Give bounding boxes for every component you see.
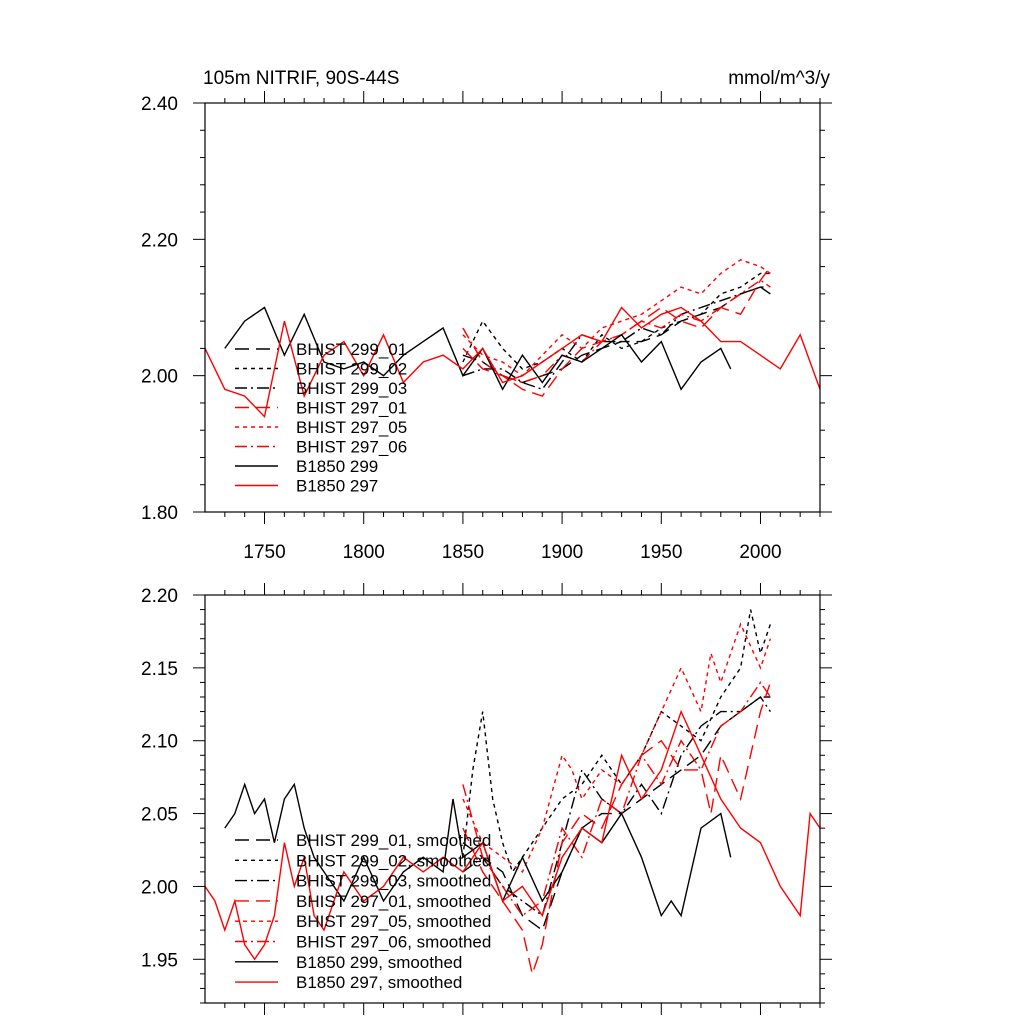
- x-tick-label: 1800: [343, 542, 385, 563]
- series-line-bottom-4: [462, 622, 772, 873]
- y-tick-label: 2.15: [141, 659, 178, 680]
- series-line-bottom-5: [462, 681, 771, 917]
- series-line-top-3: [462, 266, 771, 397]
- series-line-bottom-2: [462, 696, 771, 917]
- x-tick-label: 1900: [541, 542, 583, 563]
- y-tick-label: 2.00: [141, 877, 178, 898]
- legend-label: BHIST 299_03, smoothed: [296, 872, 491, 891]
- y-tick-label: 2.00: [141, 367, 178, 388]
- legend-label: BHIST 299_03: [296, 379, 407, 398]
- top-axes: 1750 1800 1850 1900 1950 2000 1.80 2.00 2.20 2.40: [141, 91, 832, 563]
- y-tick-label: 2.20: [141, 586, 178, 607]
- legend-label: BHIST 299_01: [296, 340, 407, 359]
- legend-label: BHIST 297_01: [296, 399, 407, 418]
- x-tick-label: 1850: [442, 542, 484, 563]
- series-line-top-7: [204, 306, 821, 419]
- legend-label: BHIST 299_02: [296, 360, 407, 379]
- top-panel: 105m NITRIF, 90S-44S mmol/m^3/y 1750 1800…: [141, 68, 832, 563]
- y-tick-label: 2.40: [141, 94, 178, 115]
- legend-label: B1850 299, smoothed: [296, 953, 462, 972]
- y-tick-label: 2.10: [141, 732, 178, 753]
- series-line-bottom-1: [462, 609, 772, 874]
- chart-title-right: mmol/m^3/y: [728, 68, 830, 89]
- y-tick-label: 1.80: [141, 503, 178, 524]
- x-tick-label: 2000: [739, 542, 781, 563]
- legend-label: BHIST 297_01, smoothed: [296, 892, 491, 911]
- x-tick-label: 1950: [640, 542, 682, 563]
- top-series-group: [204, 259, 821, 419]
- plot-frame: [204, 102, 821, 513]
- legend-label: BHIST 299_01, smoothed: [296, 831, 491, 850]
- series-line-bottom-6: [224, 782, 732, 918]
- series-line-top-1: [462, 272, 771, 370]
- legend-label: B1850 297, smoothed: [296, 973, 462, 992]
- x-tick-label: 1750: [243, 542, 285, 563]
- bottom-panel: 1.95 2.00 2.05 2.10 2.15 2.20 BHIST 299_01, s…: [141, 583, 832, 1015]
- series-line-top-2: [462, 286, 771, 391]
- legend-label: B1850 297: [296, 477, 378, 496]
- legend-label: BHIST 297_06, smoothed: [296, 933, 491, 952]
- legend-label: BHIST 297_05: [296, 418, 407, 437]
- y-tick-label: 2.05: [141, 805, 178, 826]
- series-line-bottom-7: [204, 709, 821, 961]
- y-tick-label: 1.95: [141, 950, 178, 971]
- legend-label: B1850 299: [296, 457, 378, 476]
- chart-title-left: 105m NITRIF, 90S-44S: [203, 68, 399, 89]
- bottom-axes: 1.95 2.00 2.05 2.10 2.15 2.20: [141, 583, 832, 1015]
- y-tick-label: 2.20: [141, 230, 178, 251]
- legend-label: BHIST 297_06: [296, 438, 407, 457]
- legend-label: BHIST 299_02, smoothed: [296, 851, 491, 870]
- bottom-series-group: [204, 609, 821, 977]
- series-line-top-0: [462, 286, 771, 384]
- series-line-top-4: [462, 259, 771, 377]
- legend-label: BHIST 297_05, smoothed: [296, 912, 491, 931]
